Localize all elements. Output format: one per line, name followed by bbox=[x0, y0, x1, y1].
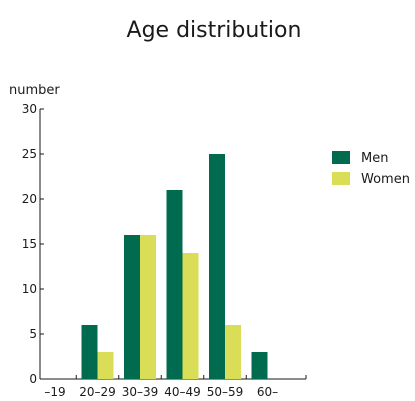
legend-swatch bbox=[332, 151, 350, 164]
bar-women bbox=[225, 325, 241, 379]
y-tick-label: 30 bbox=[22, 102, 37, 116]
x-tick-label: 60– bbox=[257, 385, 278, 399]
bar-men bbox=[81, 325, 98, 379]
x-tick-label: 30–39 bbox=[122, 385, 159, 399]
plot-area: 0 5 10 15 20 25 30 –19 20–29 30–39 40–49 50–59 60– bbox=[22, 102, 307, 399]
y-tick-label: 5 bbox=[29, 327, 37, 341]
x-tick-label: 40–49 bbox=[164, 385, 201, 399]
bar-women bbox=[140, 235, 156, 379]
y-axis-label: number bbox=[9, 83, 60, 98]
y-tick-label: 10 bbox=[22, 282, 37, 296]
legend: Men Women bbox=[332, 151, 410, 187]
x-tick-label: –19 bbox=[44, 385, 65, 399]
y-tick-label: 20 bbox=[22, 192, 37, 206]
x-tick-label: 20–29 bbox=[79, 385, 116, 399]
legend-label: Men bbox=[361, 151, 388, 166]
legend-swatch bbox=[332, 172, 350, 185]
bar-women bbox=[97, 352, 114, 379]
bar-men bbox=[166, 190, 183, 379]
chart-title: Age distribution bbox=[127, 18, 302, 43]
y-tick-label: 0 bbox=[29, 372, 37, 386]
legend-label: Women bbox=[361, 172, 410, 187]
bar-men bbox=[251, 352, 268, 379]
y-tick-label: 15 bbox=[22, 237, 37, 251]
x-tick-label: 50–59 bbox=[207, 385, 244, 399]
bar-men bbox=[124, 235, 140, 379]
bar-women bbox=[182, 253, 199, 379]
y-tick-label: 25 bbox=[22, 147, 37, 161]
bar-men bbox=[209, 154, 225, 379]
